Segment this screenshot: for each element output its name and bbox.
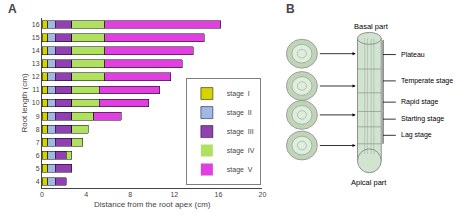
svg-text:Lag stage: Lag stage <box>401 131 432 139</box>
svg-text:8: 8 <box>128 191 132 198</box>
svg-text:Starting stage: Starting stage <box>401 115 444 123</box>
svg-text:B: B <box>286 2 295 16</box>
svg-text:13: 13 <box>32 60 40 67</box>
svg-text:Rapid stage: Rapid stage <box>401 98 438 106</box>
svg-text:12: 12 <box>170 191 178 198</box>
svg-text:Apical part: Apical part <box>351 178 387 187</box>
svg-text:10: 10 <box>32 99 40 106</box>
svg-text:Basal part: Basal part <box>354 22 389 31</box>
svg-text:16: 16 <box>214 191 222 198</box>
svg-text:4: 4 <box>36 178 40 185</box>
svg-text:9: 9 <box>36 113 40 120</box>
svg-text:12: 12 <box>32 73 40 80</box>
svg-text:14: 14 <box>32 47 40 54</box>
svg-text:Plateau: Plateau <box>401 51 425 58</box>
svg-text:6: 6 <box>36 152 40 159</box>
svg-text:stage III: stage III <box>227 128 254 136</box>
svg-text:Distance from the root apex (c: Distance from the root apex (cm) <box>94 200 211 209</box>
svg-text:Temperate stage: Temperate stage <box>401 77 453 85</box>
svg-text:Root length (cm): Root length (cm) <box>20 73 29 132</box>
svg-text:16: 16 <box>32 21 40 28</box>
svg-text:stage I: stage I <box>227 90 250 98</box>
svg-text:15: 15 <box>32 34 40 41</box>
svg-text:stage IV: stage IV <box>227 147 255 155</box>
svg-text:4: 4 <box>84 191 88 198</box>
svg-text:0: 0 <box>40 191 44 198</box>
svg-text:20: 20 <box>259 191 267 198</box>
svg-text:5: 5 <box>36 165 40 172</box>
svg-text:7: 7 <box>36 139 40 146</box>
svg-text:stage II: stage II <box>227 109 252 117</box>
svg-text:stage V: stage V <box>227 166 253 174</box>
svg-text:11: 11 <box>32 86 39 93</box>
svg-text:8: 8 <box>36 126 40 133</box>
svg-text:A: A <box>8 2 17 16</box>
